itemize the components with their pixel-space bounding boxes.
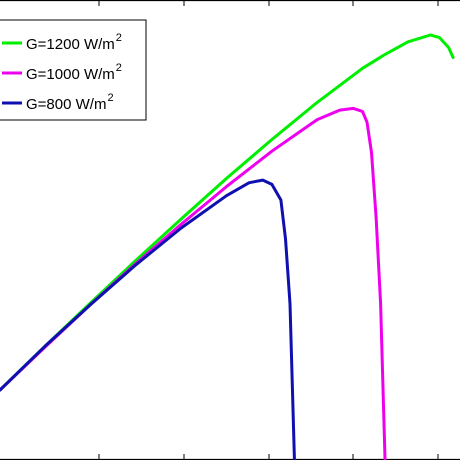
series-lines xyxy=(0,33,455,460)
legend-label-sup-1: 2 xyxy=(116,62,122,74)
legend-label-2: G=800 W/m xyxy=(26,96,106,113)
legend-label-sup-0: 2 xyxy=(116,32,122,44)
series-line-2 xyxy=(0,178,296,460)
legend-label-1: G=1000 W/m xyxy=(26,66,115,83)
series-line-1 xyxy=(0,106,387,460)
legend-box xyxy=(0,19,147,121)
legend-label-sup-2: 2 xyxy=(107,92,113,104)
legend: G=1200 W/m 2G=1000 W/m 2G=800 W/m 2 xyxy=(0,19,147,121)
legend-label-0: G=1200 W/m xyxy=(26,36,115,53)
series-line-0 xyxy=(0,33,455,392)
